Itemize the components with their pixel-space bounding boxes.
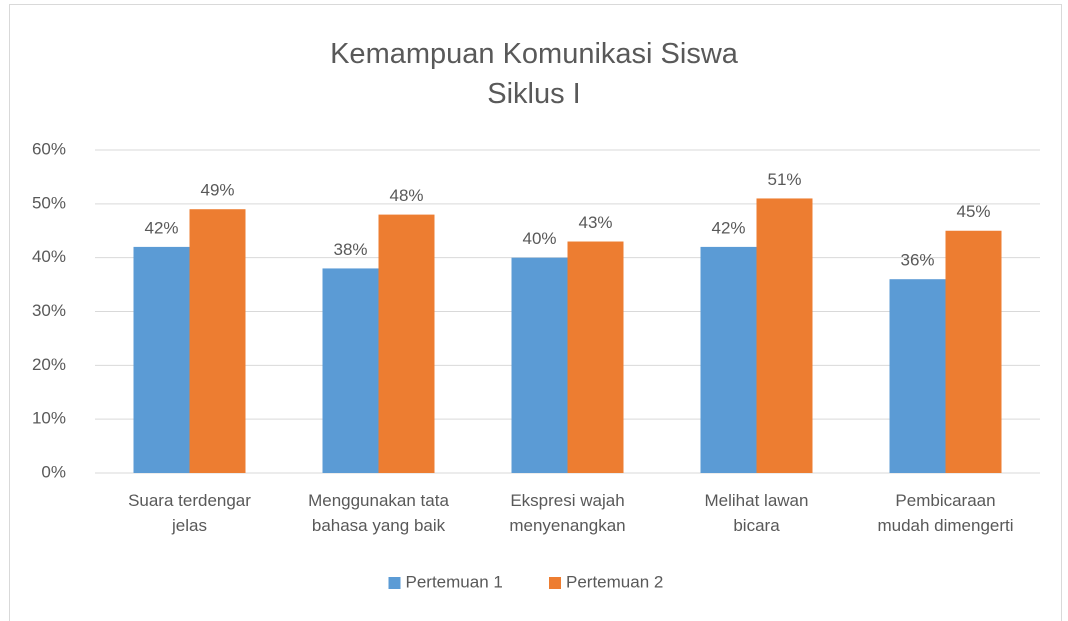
bar [189, 209, 246, 473]
data-label: 36% [900, 251, 934, 270]
legend-swatch [549, 577, 561, 589]
data-label: 43% [578, 213, 612, 232]
y-tick-label: 30% [32, 301, 66, 320]
y-tick-label: 20% [32, 355, 66, 374]
y-tick-label: 50% [32, 193, 66, 212]
y-tick-label: 10% [32, 409, 66, 428]
bar [945, 230, 1002, 473]
x-tick-label: Melihat lawan bicara [704, 491, 809, 535]
data-label: 45% [956, 202, 990, 221]
data-label: 49% [200, 181, 234, 200]
bar [511, 257, 568, 473]
x-tick-label: Ekspresi wajah menyenangkan [509, 491, 626, 535]
legend-label: Pertemuan 2 [566, 572, 663, 591]
data-label: 48% [389, 186, 423, 205]
data-label: 42% [144, 218, 178, 237]
data-label: 42% [711, 218, 745, 237]
bar [756, 198, 813, 473]
chart-title: Kemampuan Komunikasi Siswa Siklus I [330, 38, 738, 110]
x-tick-label: Menggunakan tata bahasa yang baik [308, 491, 449, 535]
bar [322, 268, 379, 473]
bar [133, 246, 190, 473]
data-label: 40% [522, 229, 556, 248]
y-tick-label: 0% [41, 462, 66, 481]
x-tick-label: Suara terdengar jelas [128, 491, 251, 535]
y-tick-label: 60% [32, 139, 66, 158]
legend-label: Pertemuan 1 [406, 572, 503, 591]
y-tick-label: 40% [32, 247, 66, 266]
chart-border [9, 4, 1062, 621]
x-tick-label: Pembicaraan mudah dimengerti [877, 491, 1014, 535]
data-label: 38% [333, 240, 367, 259]
bar [700, 246, 757, 473]
bar [567, 241, 624, 473]
bar [378, 214, 435, 473]
legend-swatch [388, 577, 401, 589]
bar [889, 279, 946, 473]
data-label: 51% [767, 170, 801, 189]
